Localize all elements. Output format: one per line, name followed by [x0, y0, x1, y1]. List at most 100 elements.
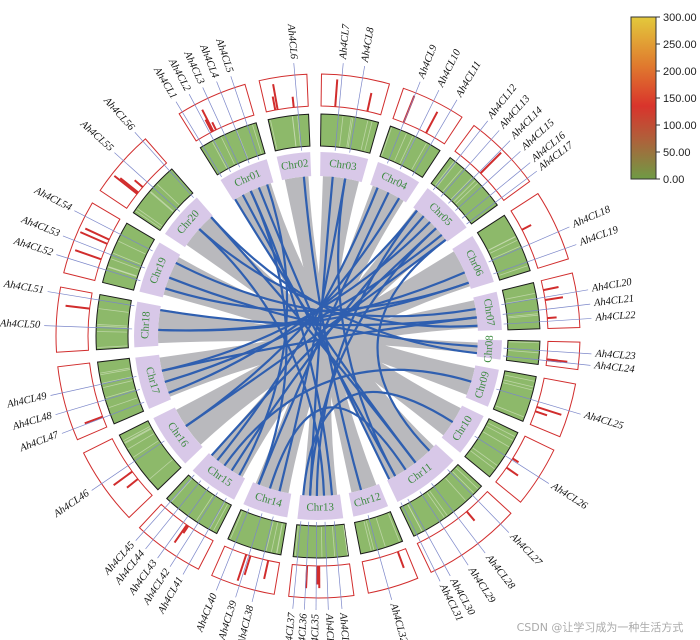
density-streak	[97, 325, 128, 328]
histogram-bar	[272, 84, 279, 110]
density-streak	[97, 331, 128, 333]
gene-connector-line	[202, 87, 241, 168]
gene-connector-line	[447, 469, 510, 533]
histogram-bar	[521, 224, 532, 231]
histogram-bar	[366, 92, 373, 112]
density-block	[464, 418, 519, 478]
histogram-frame	[178, 83, 255, 142]
gene-label: Ah4CL55	[77, 118, 115, 154]
density-streak	[150, 191, 174, 212]
gene-connector-line	[502, 355, 591, 366]
chromosome-segment	[135, 354, 172, 409]
histogram-bar	[305, 565, 309, 589]
gene-label: Ah4CL8	[360, 26, 377, 64]
histogram-bar	[211, 121, 217, 131]
density-streak	[118, 240, 146, 255]
density-streak	[196, 495, 214, 521]
density-block	[320, 113, 380, 154]
density-streak	[112, 252, 142, 265]
gene-connector-line	[157, 486, 210, 559]
histogram-bar	[271, 96, 277, 111]
synteny-ribbon	[284, 176, 377, 493]
gene-pair-link	[337, 178, 397, 477]
chromosome-label: Chr08	[482, 334, 496, 363]
histogram-bar	[201, 109, 215, 132]
chromosome-label: Chr13	[306, 501, 334, 513]
chromosome-segment	[276, 152, 312, 181]
density-streak	[450, 177, 473, 200]
gene-connector-line	[230, 76, 260, 160]
density-streak	[105, 389, 135, 399]
histogram-frame	[288, 563, 355, 599]
gene-pair-link	[168, 209, 418, 394]
density-streak	[124, 428, 152, 444]
density-streak	[343, 525, 349, 556]
gene-pair-link	[376, 238, 447, 452]
legend-tick-label: 100.00	[663, 120, 697, 132]
gene-connector-line	[304, 521, 310, 610]
density-streak	[360, 120, 369, 151]
histogram-bar	[547, 316, 557, 320]
histogram-bar	[204, 119, 213, 133]
density-streak	[332, 526, 336, 557]
density-streak	[435, 161, 455, 186]
density-streak	[297, 115, 301, 146]
gene-connector-line	[315, 521, 318, 610]
gene-connector-line	[134, 131, 194, 198]
density-streak	[487, 422, 515, 437]
histogram-bar	[536, 405, 562, 416]
gene-label: Ah4CL36	[297, 613, 310, 640]
gene-pair-link	[198, 228, 326, 496]
density-streak	[292, 116, 297, 147]
density-streak	[364, 121, 373, 151]
density-streak	[394, 133, 407, 162]
chromosome-segment	[153, 407, 203, 464]
density-streak	[98, 308, 129, 313]
histogram-bar	[334, 79, 339, 107]
density-streak	[133, 440, 159, 458]
histogram-bar	[506, 466, 519, 477]
gene-connector-line	[349, 65, 365, 153]
density-streak	[452, 471, 474, 494]
gene-label: Ah4CL22	[594, 310, 637, 324]
density-streak	[470, 450, 495, 470]
density-streak	[135, 210, 161, 229]
histogram-bar	[84, 415, 103, 425]
gene-connector-line	[400, 502, 441, 582]
gene-pair-link	[315, 209, 418, 497]
density-streak	[489, 239, 518, 254]
histogram-bar	[425, 111, 439, 134]
density-streak	[508, 314, 539, 319]
density-streak	[276, 523, 283, 554]
gene-label: Ah4CL53	[19, 214, 61, 239]
density-streak	[508, 350, 539, 354]
chromosome-segment	[243, 482, 292, 518]
gene-pair-link	[185, 238, 447, 428]
chromosome-segment	[413, 188, 467, 242]
density-streak	[399, 136, 414, 164]
density-streak	[505, 293, 535, 300]
density-streak	[455, 467, 479, 489]
histogram-bar	[79, 231, 108, 245]
gene-connector-line	[367, 515, 393, 600]
gene-label: Ah4CL7	[338, 23, 352, 61]
histogram-frame	[258, 73, 309, 113]
gene-connector-line	[91, 440, 165, 491]
density-streak	[503, 382, 533, 391]
gene-connector-line	[496, 388, 581, 415]
gene-connector-line	[293, 63, 302, 151]
density-streak	[108, 397, 138, 409]
histogram-bar	[263, 560, 270, 580]
gene-label: Ah4CL23	[594, 349, 636, 363]
density-streak	[472, 447, 498, 466]
legend-tick-label: 250.00	[663, 39, 697, 51]
gene-pair-link	[308, 227, 437, 496]
density-streak	[265, 521, 274, 551]
density-streak	[486, 425, 513, 441]
gene-connector-line	[503, 347, 592, 355]
density-streak	[108, 266, 137, 277]
histogram-bar	[65, 304, 90, 310]
gene-pair-link	[168, 276, 478, 348]
